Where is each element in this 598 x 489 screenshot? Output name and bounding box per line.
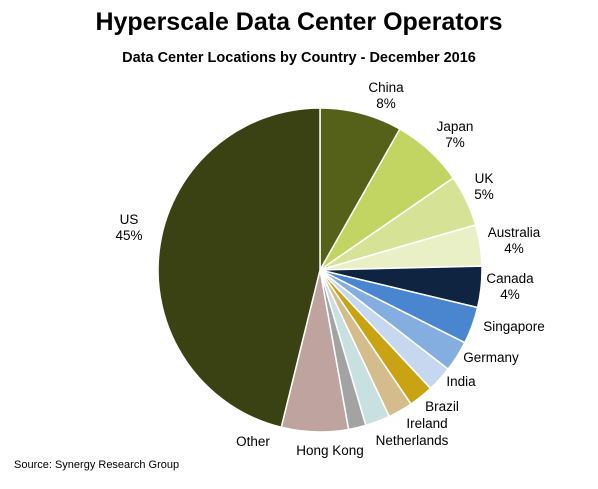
slice-label-netherlands: Netherlands bbox=[376, 433, 449, 448]
slice-label-other: Other bbox=[236, 434, 270, 449]
slice-label-germany: Germany bbox=[463, 350, 519, 365]
slice-label-us: US 45% bbox=[115, 212, 142, 243]
slice-label-canada: Canada 4% bbox=[486, 271, 534, 302]
chart-subtitle: Data Center Locations by Country - Decem… bbox=[122, 50, 476, 66]
chart-title: Hyperscale Data Center Operators bbox=[95, 8, 503, 36]
slice-label-china: China 8% bbox=[368, 80, 404, 111]
source-note: Source: Synergy Research Group bbox=[14, 459, 180, 471]
slice-label-india: India bbox=[446, 374, 476, 389]
pie-slice-us bbox=[157, 107, 321, 429]
slice-label-uk: UK 5% bbox=[474, 171, 494, 202]
slice-label-japan: Japan 7% bbox=[437, 119, 474, 150]
slice-label-hong-kong: Hong Kong bbox=[296, 443, 364, 458]
slice-label-singapore: Singapore bbox=[483, 319, 545, 334]
slice-label-ireland: Ireland bbox=[406, 416, 447, 431]
slice-label-australia: Australia 4% bbox=[488, 225, 541, 256]
slice-label-brazil: Brazil bbox=[425, 399, 459, 414]
